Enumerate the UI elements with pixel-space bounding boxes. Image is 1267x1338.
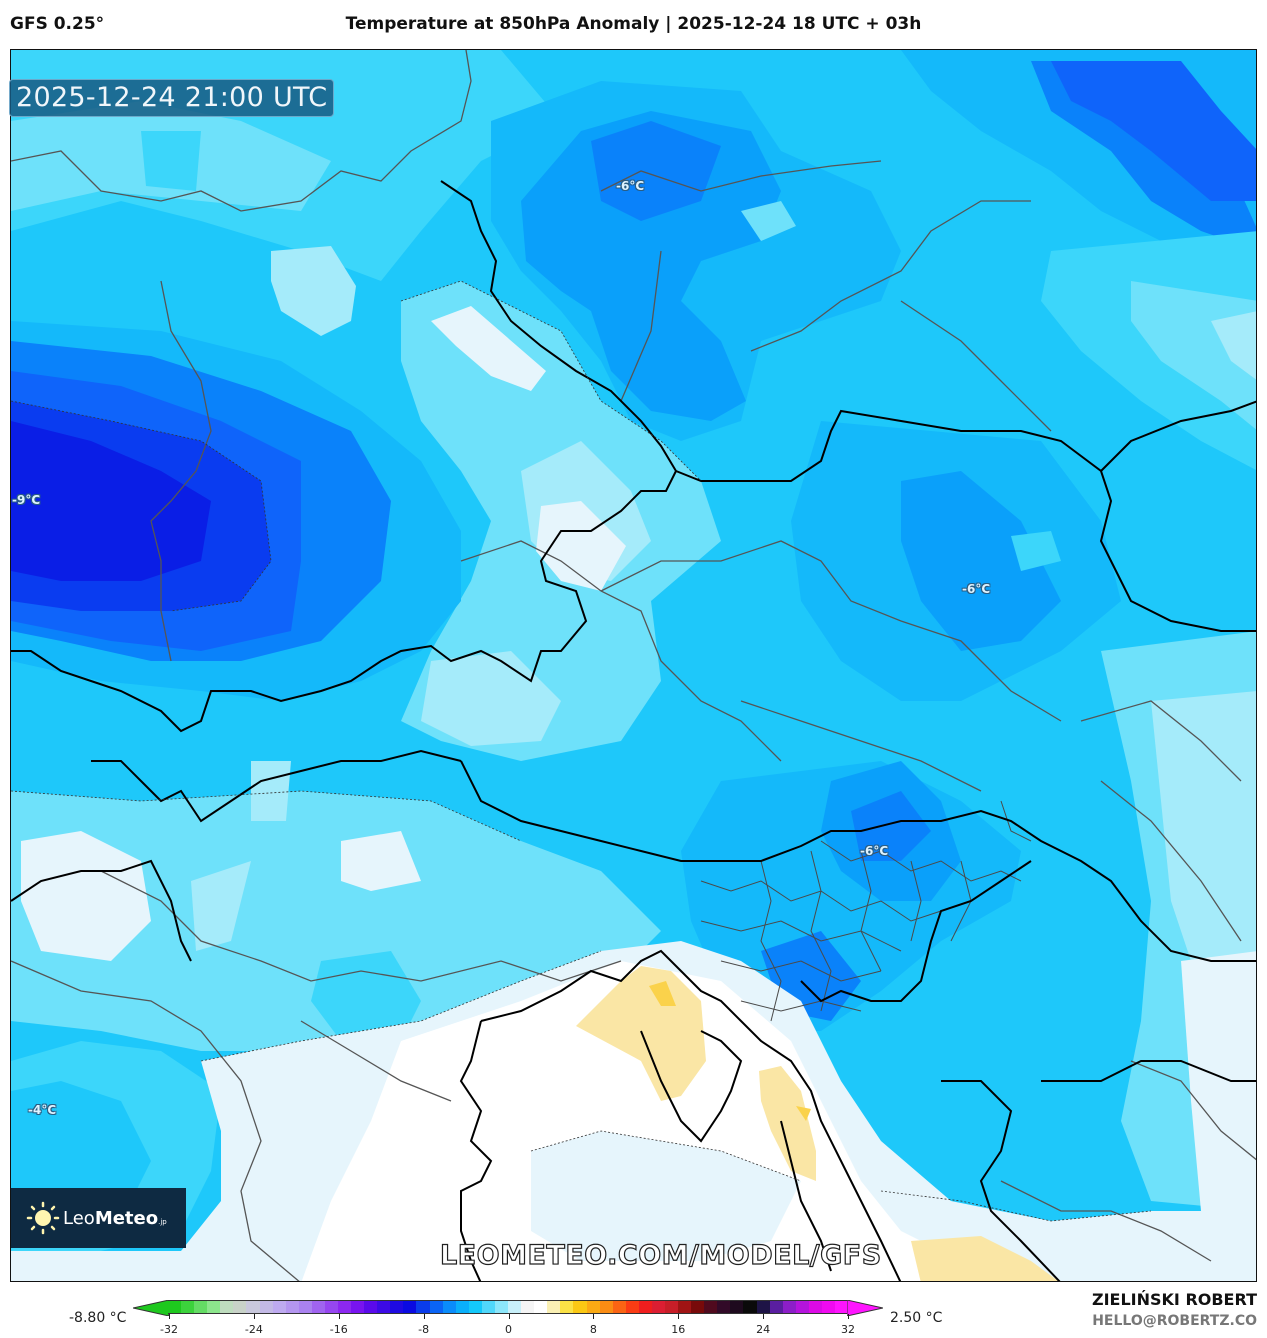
colorbar-segment bbox=[612, 1301, 626, 1313]
colorbar-segment bbox=[364, 1301, 378, 1313]
colorbar-segment bbox=[586, 1301, 600, 1313]
colorbar-segment bbox=[521, 1301, 535, 1313]
watermark-url: LEOMETEO.COM/MODEL/GFS bbox=[439, 1239, 882, 1271]
colorbar-tick-label: 16 bbox=[671, 1323, 686, 1336]
colorbar-segment bbox=[743, 1301, 757, 1313]
colorbar-segment bbox=[377, 1301, 391, 1313]
colorbar-tick-label: -32 bbox=[160, 1323, 178, 1336]
colorbar-segment bbox=[481, 1301, 495, 1313]
colorbar-segment bbox=[220, 1301, 234, 1313]
contour-label: -6°C bbox=[616, 179, 645, 193]
colorbar-tick-mark bbox=[763, 1314, 765, 1319]
colorbar-segment bbox=[494, 1301, 509, 1313]
contour-label: -6°C bbox=[860, 844, 889, 858]
colorbar-max-label: 2.50 °C bbox=[890, 1310, 943, 1326]
colorbar-segment bbox=[311, 1301, 325, 1313]
colorbar-tick-label: -8 bbox=[418, 1323, 430, 1336]
colorbar-segment bbox=[834, 1301, 849, 1313]
colorbar-segment bbox=[769, 1301, 783, 1313]
colorbar-segment bbox=[704, 1301, 718, 1313]
colorbar-tick-label: 8 bbox=[589, 1323, 597, 1336]
colorbar-tick-label: -16 bbox=[329, 1323, 348, 1336]
temperature-anomaly-map[interactable] bbox=[10, 49, 1257, 1282]
colorbar-segment bbox=[795, 1301, 809, 1313]
colorbar-segment bbox=[547, 1301, 561, 1313]
contour-label: -9°C bbox=[12, 493, 41, 507]
contour-label: -4°C bbox=[28, 1103, 57, 1117]
author-email[interactable]: HELLO@ROBERTZ.CO bbox=[1092, 1313, 1257, 1329]
model-name: GFS 0.25° bbox=[10, 14, 105, 34]
colorbar-tick-label: 24 bbox=[756, 1323, 771, 1336]
colorbar-tick-mark bbox=[848, 1314, 849, 1319]
colorbar-segment bbox=[599, 1301, 613, 1313]
colorbar-segment bbox=[508, 1301, 522, 1313]
chart-title: Temperature at 850hPa Anomaly | 2025-12-… bbox=[345, 14, 922, 34]
colorbar-segment bbox=[468, 1301, 482, 1313]
colorbar-segment bbox=[821, 1301, 835, 1313]
colorbar-segment bbox=[638, 1301, 652, 1313]
contour-label: -6°C bbox=[962, 582, 991, 596]
colorbar-segment bbox=[429, 1301, 443, 1313]
colorbar-segment bbox=[416, 1301, 430, 1313]
colorbar-right-arrow bbox=[847, 1300, 883, 1316]
colorbar-segment bbox=[664, 1301, 679, 1313]
colorbar-tick-mark bbox=[678, 1314, 680, 1319]
colorbar-gradient bbox=[168, 1300, 849, 1314]
author-name: ZIELIŃSKI ROBERT bbox=[1091, 1290, 1257, 1309]
colorbar-tick-mark bbox=[593, 1314, 595, 1319]
colorbar-segment bbox=[560, 1301, 574, 1313]
colorbar-segment bbox=[403, 1301, 417, 1313]
colorbar-segment bbox=[730, 1301, 744, 1313]
colorbar-tick-label: 32 bbox=[841, 1323, 855, 1336]
colorbar-segment bbox=[272, 1301, 286, 1313]
colorbar-segment bbox=[181, 1301, 195, 1313]
colorbar-segment bbox=[808, 1301, 822, 1313]
colorbar-segment bbox=[756, 1301, 770, 1313]
colorbar-segment bbox=[285, 1301, 299, 1313]
colorbar-segment bbox=[782, 1301, 796, 1313]
colorbar-segment bbox=[625, 1301, 639, 1313]
colorbar-segment bbox=[351, 1301, 365, 1313]
colorbar-segment bbox=[207, 1301, 221, 1313]
colorbar-segment bbox=[246, 1301, 260, 1313]
colorbar-segment bbox=[298, 1301, 312, 1313]
colorbar-min-label: -8.80 °C bbox=[69, 1310, 127, 1326]
colorbar-tick-label: 0 bbox=[505, 1323, 512, 1336]
map-svg bbox=[11, 50, 1256, 1281]
colorbar-tick-mark bbox=[423, 1314, 425, 1319]
sun-icon bbox=[25, 1200, 61, 1236]
colorbar-segment bbox=[259, 1301, 273, 1313]
colorbar-left-arrow bbox=[133, 1300, 169, 1316]
colorbar-segment bbox=[324, 1301, 339, 1313]
colorbar-segment bbox=[338, 1301, 352, 1313]
colorbar-segment bbox=[534, 1301, 548, 1313]
colorbar-segment bbox=[573, 1301, 587, 1313]
logo-text: LeoMeteo.jp bbox=[63, 1207, 167, 1229]
colorbar-tick-label: -24 bbox=[244, 1323, 263, 1336]
colorbar-segment bbox=[168, 1301, 182, 1313]
colorbar-segment bbox=[651, 1301, 665, 1313]
colorbar-tick-mark bbox=[169, 1314, 170, 1319]
colorbar-segment bbox=[442, 1301, 456, 1313]
colorbar-segment bbox=[233, 1301, 247, 1313]
colorbar-tick-mark bbox=[508, 1314, 510, 1319]
colorbar-segment bbox=[194, 1301, 208, 1313]
leometeo-logo[interactable]: LeoMeteo.jp bbox=[11, 1188, 186, 1248]
colorbar-tick-mark bbox=[253, 1314, 255, 1319]
colorbar-segment bbox=[678, 1301, 692, 1313]
colorbar-segment bbox=[455, 1301, 469, 1313]
colorbar-tick-mark bbox=[338, 1314, 340, 1319]
colorbar-segment bbox=[691, 1301, 705, 1313]
valid-time-badge: 2025-12-24 21:00 UTC bbox=[9, 79, 335, 117]
colorbar-segment bbox=[717, 1301, 731, 1313]
colorbar-segment bbox=[390, 1301, 404, 1313]
colorbar: -8.80 °C 2.50 °C -32 -24 -16 -8 0 8 16 24 32 bbox=[0, 1290, 1267, 1338]
